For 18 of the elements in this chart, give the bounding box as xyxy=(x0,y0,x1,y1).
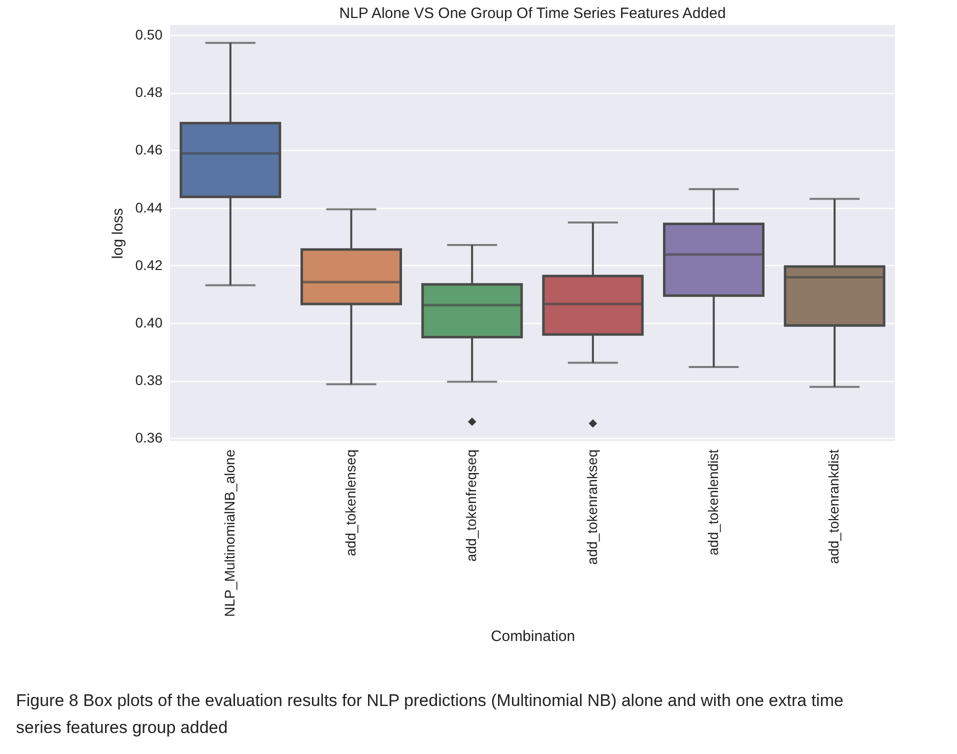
y-tick-label: 0.42 xyxy=(135,256,163,273)
y-tick-label: 0.40 xyxy=(135,314,163,330)
x-tick-label: add_tokenlenseq xyxy=(342,450,358,556)
y-tick-label: 0.46 xyxy=(135,142,163,158)
y-tick-label: 0.36 xyxy=(135,430,163,446)
y-tick-label: 0.48 xyxy=(135,84,163,100)
x-tick-label: add_tokenlendist xyxy=(704,449,721,556)
y-tick-label: 0.50 xyxy=(135,26,163,43)
y-axis-title: log loss xyxy=(109,208,126,259)
y-tick-label: 0.38 xyxy=(135,372,163,388)
x-axis-title: Combination xyxy=(490,628,576,645)
x-tick-label: add_tokenfreqseq xyxy=(463,450,480,562)
chart-title: NLP Alone VS One Group Of Time Series Features Added xyxy=(339,5,726,22)
caption: Figure 8 Box plots of the evaluation results for NLP predictions (Multinomial NB) alone and with one extra time series features group added xyxy=(16,691,844,737)
x-tick-label: add_tokenrankseq xyxy=(584,450,600,565)
x-tick-label: NLP_MultinomialNB_alone xyxy=(221,449,238,617)
y-tick-label: 0.44 xyxy=(135,199,163,216)
x-tick-label: add_tokenrankdist xyxy=(826,449,842,564)
